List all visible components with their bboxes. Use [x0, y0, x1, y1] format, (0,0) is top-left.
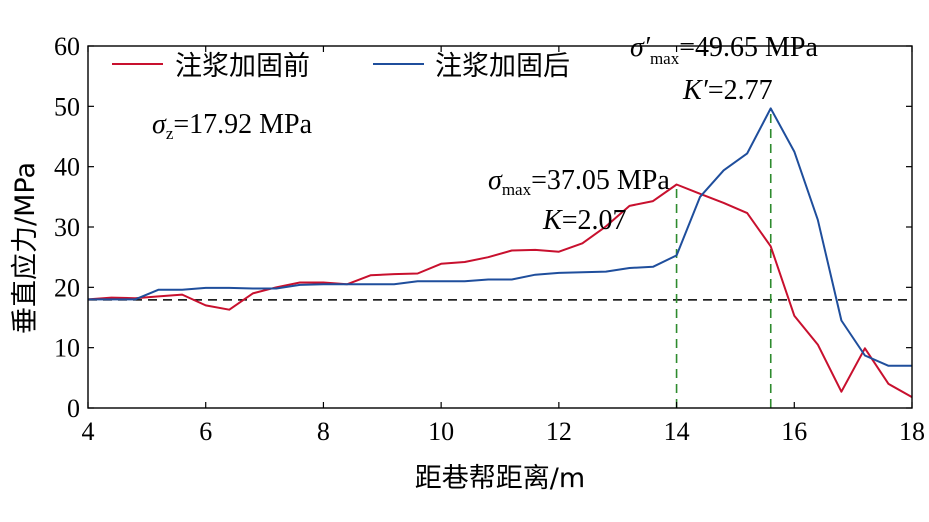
x-tick-label: 12: [546, 417, 572, 446]
y-axis-title: 垂直应力/MPa: [10, 162, 41, 334]
y-tick-label: 50: [54, 92, 80, 121]
annotation-sigma-max-prime-text: =49.65 MPa: [679, 32, 818, 63]
x-tick-label: 10: [428, 417, 454, 446]
x-tick-label: 8: [317, 417, 330, 446]
annotation-k-prime-symbol: K′: [682, 75, 709, 106]
annotation-sigma-max-sub: max: [502, 180, 532, 199]
plot-frame: [87, 45, 913, 409]
annotation-sigma-max-prime-sub: max: [650, 49, 680, 68]
annotation-k-prime: K′=2.77: [682, 75, 773, 106]
annotation-sigma-z-text: =17.92 MPa: [173, 109, 312, 140]
legend-label-after: 注浆加固后: [435, 51, 570, 82]
x-tick-label: 4: [82, 417, 95, 446]
annotation-k-text: =2.07: [562, 205, 627, 236]
annotation-sigma-z-sub: z: [166, 124, 174, 143]
x-axis-title: 距巷帮距离/m: [415, 463, 585, 494]
annotation-k-prime-text: =2.77: [708, 75, 773, 106]
y-tick-label: 40: [54, 153, 80, 182]
series-line-before: [87, 183, 913, 398]
axes-group: [87, 45, 913, 409]
y-tick-label: 0: [67, 394, 80, 423]
x-tick-label: 16: [781, 417, 807, 446]
series-line-after: [88, 107, 912, 367]
y-tick-label: 60: [54, 32, 80, 61]
x-tick-label: 14: [664, 417, 690, 446]
tick-labels: 4 6 8 10 12 14 16 18 0 10 20 30 40 50 60: [54, 32, 925, 446]
annotation-sigma-z: σz=17.92 MPa: [152, 109, 313, 143]
series-group: [87, 107, 913, 398]
annotation-sigma-max-text: =37.05 MPa: [531, 165, 670, 196]
x-tick-label: 6: [199, 417, 212, 446]
y-tick-label: 10: [54, 334, 80, 363]
annotation-sigma-max-prime: σ′max=49.65 MPa: [630, 32, 818, 68]
y-tick-label: 30: [54, 213, 80, 242]
y-tick-label: 20: [54, 273, 80, 302]
annotation-sigma-z-symbol: σ: [152, 109, 167, 140]
legend: 注浆加固前 注浆加固后: [112, 51, 570, 82]
annotation-sigma-max: σmax=37.05 MPa: [488, 165, 670, 199]
x-tick-label: 18: [899, 417, 925, 446]
annotation-sigma-max-prime-symbol: σ′: [630, 32, 651, 63]
annotation-sigma-max-symbol: σ: [488, 165, 503, 196]
reference-lines: [88, 108, 912, 408]
legend-label-before: 注浆加固前: [175, 51, 310, 82]
annotation-k: K=2.07: [542, 205, 626, 236]
annotation-k-symbol: K: [542, 205, 563, 236]
